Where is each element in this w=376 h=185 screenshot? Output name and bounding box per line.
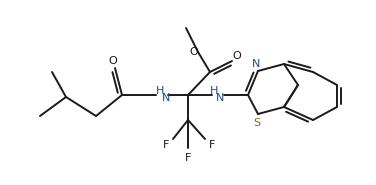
Text: O: O [233, 51, 241, 61]
Text: O: O [190, 47, 199, 57]
Text: N: N [252, 59, 260, 69]
Text: F: F [209, 140, 215, 150]
Text: H: H [210, 86, 218, 96]
Text: N: N [162, 93, 170, 103]
Text: F: F [185, 153, 191, 163]
Text: N: N [216, 93, 224, 103]
Text: H: H [156, 86, 164, 96]
Text: F: F [163, 140, 169, 150]
Text: O: O [109, 56, 117, 66]
Text: S: S [253, 118, 261, 128]
